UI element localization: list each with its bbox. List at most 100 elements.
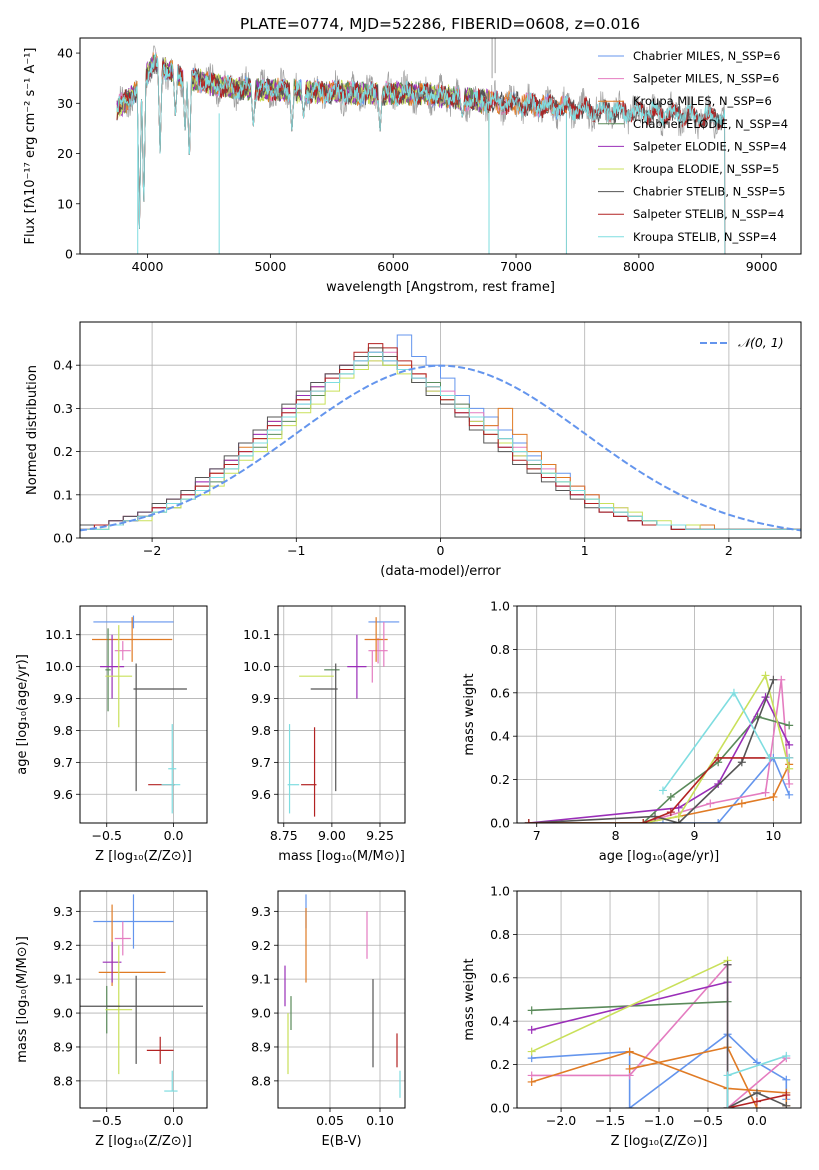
- y-tick-label: 9.7: [53, 755, 73, 770]
- panel-mass_vs_Z: −0.5 0.0 8.8 8.9 9.0 9.1 9.2 9.3 Z [log₁₀(Z/Z⊙)]…: [15, 890, 208, 1149]
- x-tick-label: 0.05: [316, 1113, 344, 1128]
- y-tick-label: 0.8: [490, 927, 510, 942]
- plot-area-weight_vs_age: [524, 671, 794, 823]
- model-spectrum-line: [116, 56, 490, 254]
- x-tick-label: 7: [533, 828, 541, 843]
- y-tick-label: 9.8: [53, 723, 73, 738]
- y-axis-label: mass weight: [462, 673, 477, 755]
- plot-area-age_vs_mass: [287, 617, 400, 817]
- x-axis-label: wavelength [Angstrom, rest frame]: [326, 280, 555, 295]
- plot-area-weight_vs_Z: [527, 956, 791, 1108]
- x-tick-label: 0.0: [164, 1113, 184, 1128]
- plus-marker: [769, 675, 778, 684]
- x-tick-label: −0.5: [693, 1113, 723, 1128]
- x-tick-label: 9: [691, 828, 699, 843]
- plot-area-mass_vs_Z: [80, 894, 203, 1092]
- errorbar-point: [105, 628, 111, 712]
- x-axis-label: Z [log₁₀(Z/Z⊙)]: [95, 849, 192, 864]
- panel-weight_vs_Z: −2.0 −1.5 −1.0 −0.5 0.0 0.0 0.2 0.4 0.6 0.8 1.0 Z […: [462, 884, 802, 1149]
- plus-marker: [674, 803, 683, 812]
- x-tick-label: 6000: [377, 259, 409, 274]
- spectrum-legend: Chabrier MILES, N_SSP=6 Salpeter MILES, N…: [598, 49, 788, 244]
- mass-weight-line: [528, 756, 790, 823]
- errorbar-point: [105, 945, 133, 1075]
- plus-marker: [752, 1097, 761, 1106]
- y-tick-label: 9.9: [53, 691, 73, 706]
- plus-marker: [714, 819, 723, 823]
- plus-marker: [723, 960, 732, 969]
- plus-marker: [658, 786, 667, 795]
- plus-marker: [674, 819, 683, 823]
- legend-label: 𝒩(0, 1): [738, 335, 784, 350]
- axes-frame: [79, 37, 802, 255]
- y-tick-label: 8.8: [251, 1073, 271, 1088]
- errorbar-point: [92, 617, 173, 662]
- x-axis-label: E(B-V): [321, 1134, 361, 1149]
- plus-marker: [527, 1006, 536, 1015]
- x-tick-label: −1.5: [595, 1113, 625, 1128]
- normal-reference-curve: [80, 364, 801, 532]
- mass-weight-line: [726, 964, 787, 1108]
- mass-weight-line: [528, 679, 775, 823]
- y-tick-label: 0.2: [53, 444, 73, 459]
- figure-title: PLATE=0774, MJD=52286, FIBERID=0608, z=0…: [240, 15, 640, 33]
- errorbar-point: [93, 894, 174, 949]
- y-tick-label: 9.7: [251, 755, 271, 770]
- y-tick-label: 8.8: [53, 1073, 73, 1088]
- errorbar-point: [100, 634, 125, 699]
- panel-age_vs_mass: 8.75 9.00 9.25 9.6 9.7 9.8 9.9 10.0 10.1 mass [lo…: [243, 605, 406, 864]
- y-tick-label: 40: [57, 46, 73, 61]
- y-tick-label: 0.0: [490, 816, 510, 831]
- y-tick-label: 9.2: [53, 938, 73, 953]
- plus-marker: [765, 753, 774, 762]
- y-tick-label: 0.4: [490, 1014, 510, 1029]
- y-tick-label: 10.1: [45, 627, 73, 642]
- mass-weight-line: [528, 764, 790, 823]
- y-tick-label: 20: [57, 146, 73, 161]
- errorbar-point: [146, 1036, 174, 1064]
- legend-label: Chabrier STELIB, N_SSP=5: [633, 185, 785, 199]
- plus-marker: [752, 1088, 761, 1097]
- x-tick-label: −0.5: [92, 828, 122, 843]
- x-tick-label: 9000: [746, 259, 778, 274]
- plus-marker: [777, 675, 786, 684]
- mass-weight-line: [528, 695, 790, 823]
- y-tick-label: 9.6: [251, 787, 271, 802]
- x-tick-label: 0.0: [747, 1113, 767, 1128]
- axes-frame: [277, 605, 406, 824]
- y-tick-label: 9.6: [53, 787, 73, 802]
- x-tick-label: 5000: [254, 259, 286, 274]
- y-tick-label: 1.0: [490, 884, 510, 899]
- plus-marker: [625, 1064, 634, 1073]
- plus-marker: [782, 1101, 791, 1108]
- mass-weight-line: [528, 673, 790, 823]
- plus-marker: [769, 792, 778, 801]
- errorbar-point: [114, 641, 131, 661]
- y-axis-label: Flux [fλ10⁻¹⁷ erg cm⁻² s⁻¹ A⁻¹]: [23, 48, 38, 245]
- y-tick-label: 0.6: [490, 970, 510, 985]
- y-tick-label: 9.1: [53, 972, 73, 987]
- plus-marker: [761, 671, 770, 680]
- x-tick-label: 0.10: [366, 1113, 394, 1128]
- errorbar-point: [114, 921, 131, 956]
- plus-marker: [782, 1075, 791, 1084]
- x-tick-label: −2.0: [546, 1113, 576, 1128]
- mass-weight-line: [528, 679, 790, 823]
- x-tick-label: 4000: [132, 259, 164, 274]
- y-tick-label: 8.9: [53, 1039, 73, 1054]
- y-tick-label: 0: [65, 247, 73, 262]
- x-tick-label: 0.0: [164, 828, 184, 843]
- y-axis-label: age [log₁₀(age/yr)]: [15, 654, 30, 775]
- plus-marker: [785, 740, 794, 749]
- y-tick-label: 9.9: [251, 691, 271, 706]
- x-axis-label: Z [log₁₀(Z/Z⊙)]: [95, 1134, 192, 1149]
- panel-age_vs_Z: −0.5 0.0 9.6 9.7 9.8 9.9 10.0 10.1 Z [log₁₀(Z/Z⊙…: [15, 605, 208, 864]
- plus-marker: [761, 788, 770, 797]
- y-tick-label: 0.8: [490, 642, 510, 657]
- y-tick-label: 0.3: [53, 401, 73, 416]
- plus-marker: [785, 779, 794, 788]
- legend-label: Kroupa ELODIE, N_SSP=5: [633, 162, 779, 176]
- x-tick-label: 8.75: [270, 828, 298, 843]
- y-tick-label: 9.0: [251, 1006, 271, 1021]
- model-spectrum-line: [116, 54, 490, 254]
